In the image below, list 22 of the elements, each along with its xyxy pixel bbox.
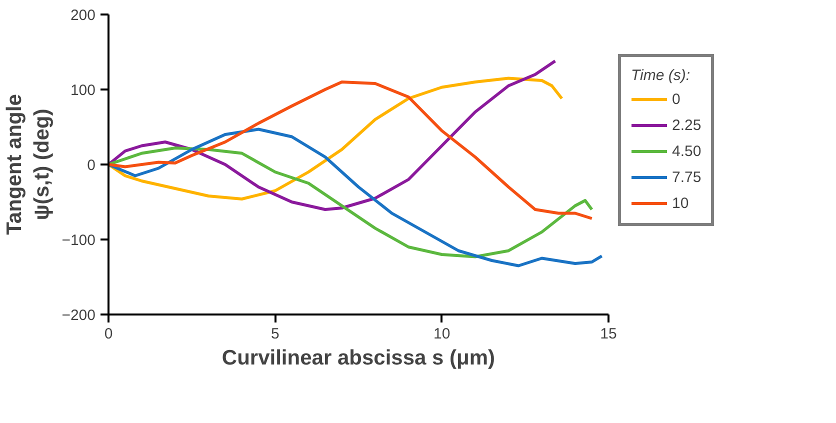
y-tick-label: 200: [70, 7, 96, 24]
legend-title: Time (s):: [631, 67, 692, 84]
x-tick-label: 10: [433, 326, 450, 342]
y-tick-label: 0: [87, 157, 96, 174]
legend-label: 2.25: [672, 116, 702, 134]
y-tick-label: 100: [70, 82, 96, 99]
line-series: [108, 76, 564, 200]
line-series: [108, 80, 594, 220]
line-series: [108, 60, 557, 211]
y-axis-title: Tangent angle ψ(s,t) (deg): [3, 94, 54, 235]
legend-label: 7.75: [672, 168, 702, 186]
line-series: [108, 128, 604, 268]
legend-label: 0: [672, 90, 682, 108]
x-tick-label: 15: [600, 326, 617, 342]
y-tick-label: −100: [62, 232, 96, 249]
x-tick-label: 0: [104, 326, 113, 342]
y-tick-label: −200: [62, 307, 96, 324]
x-axis-title: Curvilinear abscissa s (μm): [222, 346, 496, 370]
legend-label: 10: [672, 194, 690, 212]
line-series: [108, 146, 594, 258]
x-tick-label: 5: [270, 326, 280, 342]
legend-label: 4.50: [672, 142, 702, 160]
